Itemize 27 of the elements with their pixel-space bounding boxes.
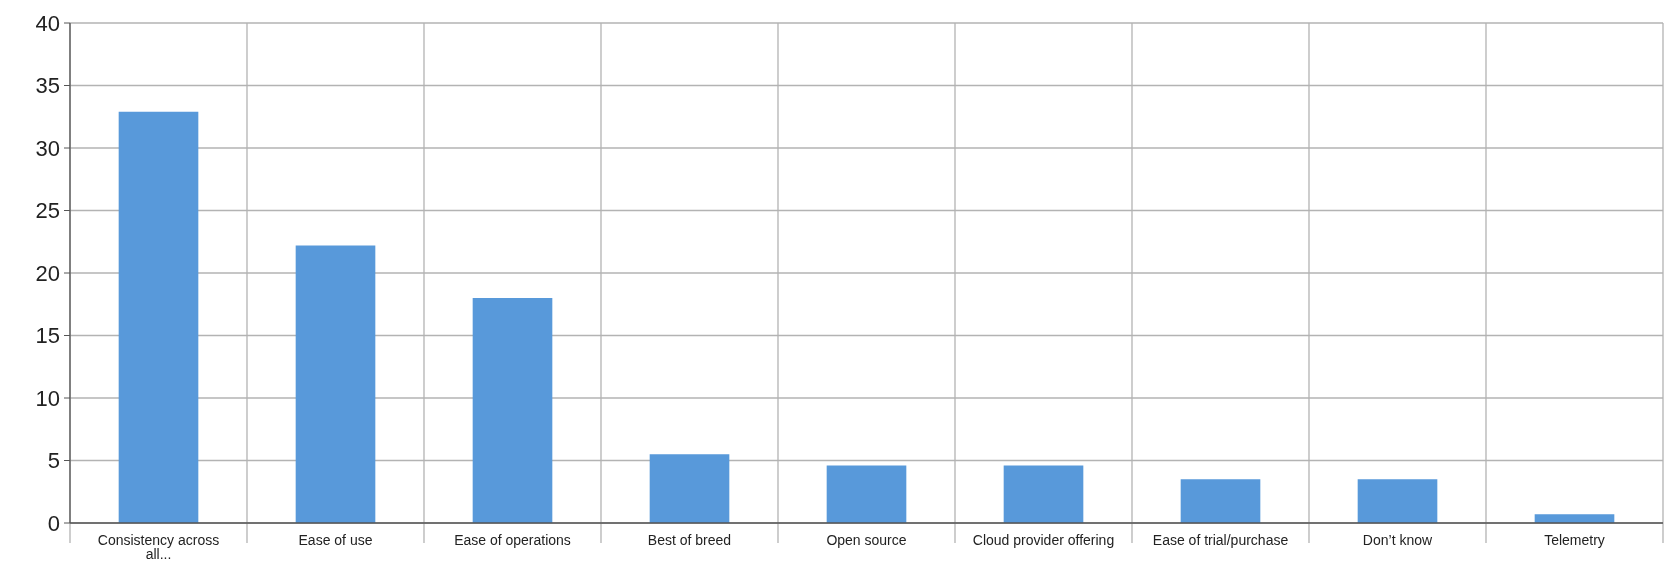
y-tick-label: 25 <box>35 198 60 224</box>
bar <box>472 298 553 523</box>
bar <box>118 111 199 523</box>
bar <box>1180 479 1261 523</box>
y-tick-label: 15 <box>35 323 60 349</box>
y-tick-label: 0 <box>47 510 60 536</box>
bar <box>1534 514 1615 523</box>
y-tick-label: 40 <box>35 10 60 36</box>
x-tick-label: Consistency across all... <box>97 532 220 562</box>
x-tick-label: Ease of operations <box>454 532 571 548</box>
y-tick-label: 10 <box>35 385 60 411</box>
x-tick-label: Best of breed <box>647 532 732 548</box>
x-tick-label: Telemetry <box>1544 532 1605 548</box>
bar <box>649 454 730 523</box>
y-tick-label: 30 <box>35 135 60 161</box>
bar <box>1003 465 1084 523</box>
bar <box>1357 479 1438 523</box>
x-tick-label: Don’t know <box>1362 532 1434 548</box>
x-tick-label: Cloud provider offering <box>972 532 1115 548</box>
x-tick-label: Ease of trial/purchase <box>1152 532 1289 548</box>
y-tick-label: 5 <box>47 448 60 474</box>
bar <box>826 465 907 523</box>
x-tick-label: Open source <box>826 532 907 548</box>
y-tick-label: 35 <box>35 73 60 99</box>
bar <box>295 245 376 523</box>
y-tick-label: 20 <box>35 260 60 286</box>
x-tick-label: Ease of use <box>298 532 373 548</box>
